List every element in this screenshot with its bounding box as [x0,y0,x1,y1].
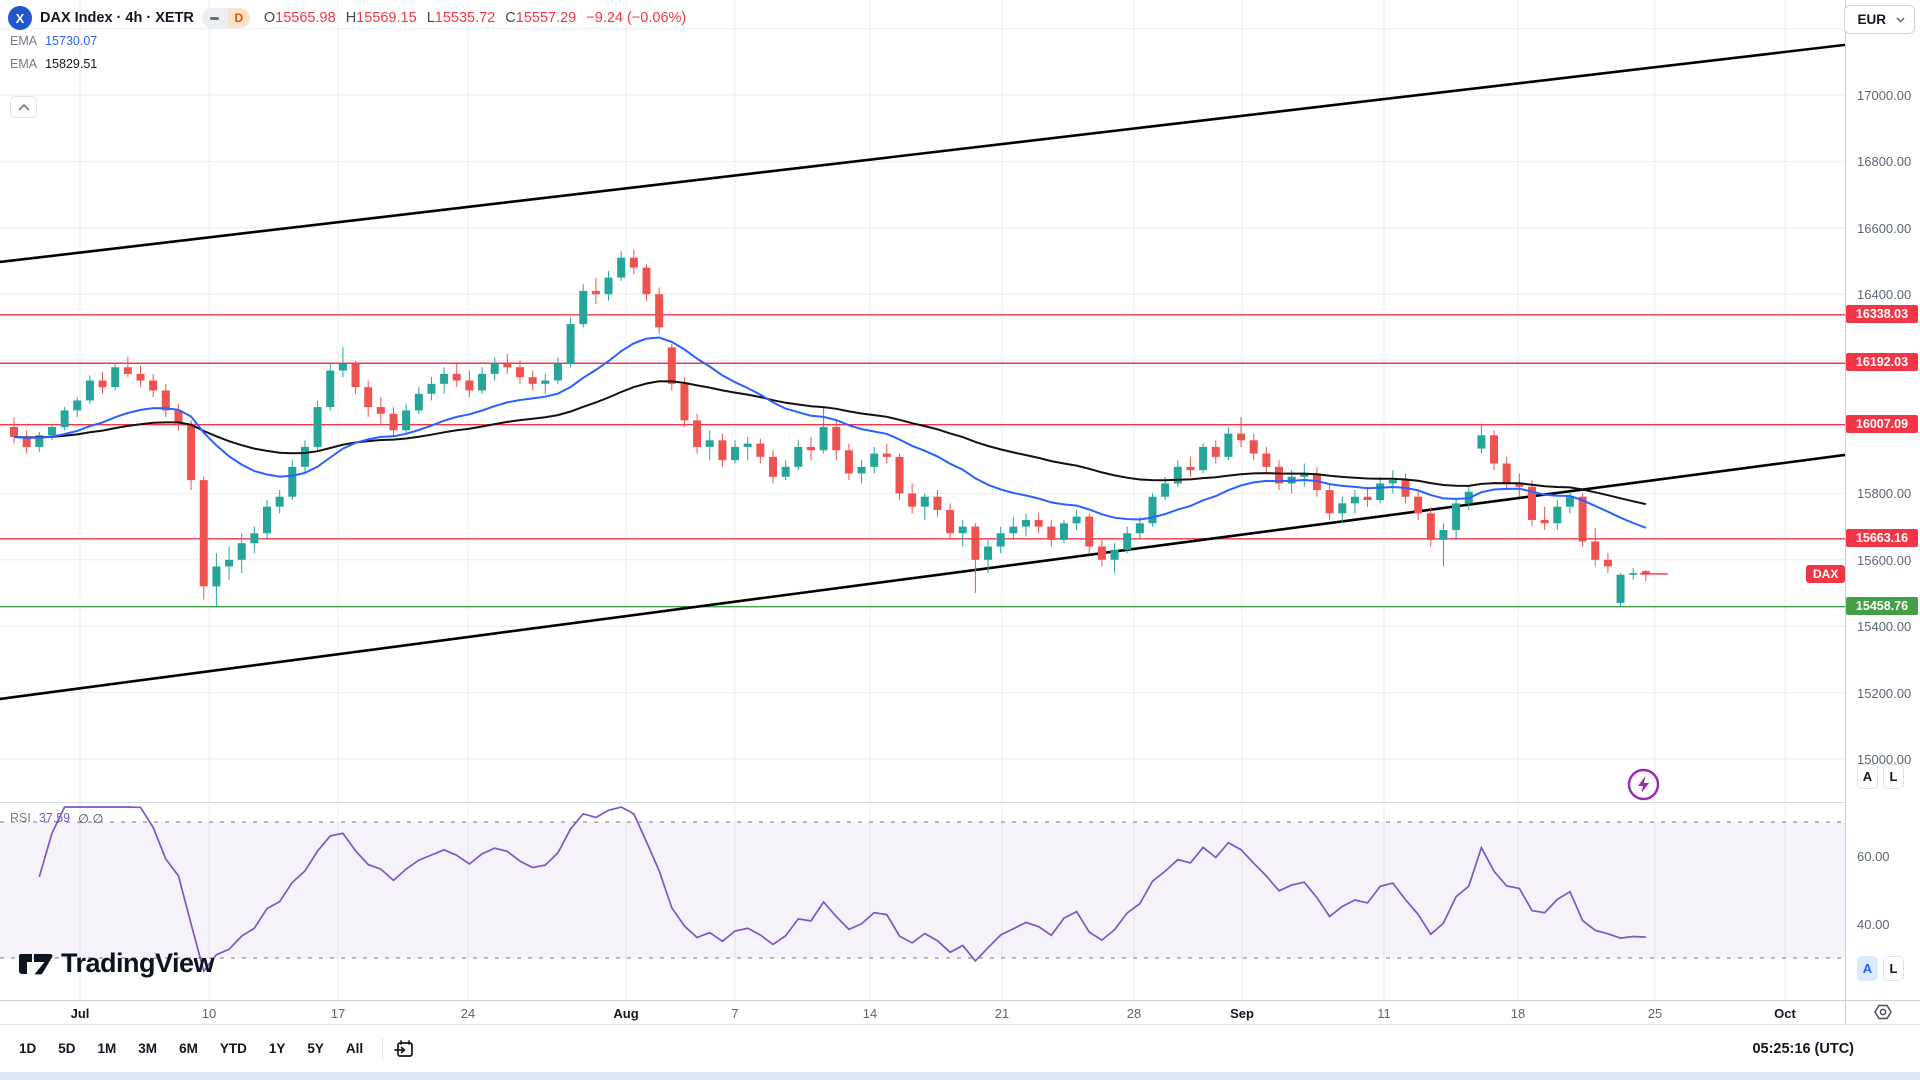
time-tick-label: 24 [460,1006,476,1021]
ema-slow-legend: EMA 15829.51 [10,57,97,71]
range-button-3m[interactable]: 3M [129,1036,166,1061]
price-tick-label: 15200.00 [1857,685,1912,701]
calendar-icon [394,1039,413,1057]
scale-settings-corner[interactable] [1845,1000,1920,1024]
rsi-log-scale-button[interactable]: L [1883,956,1904,981]
symbol-legend: X DAX Index · 4h · XETR D O15565.98 H155… [8,6,686,30]
tradingview-logo-text: TradingView [61,948,215,978]
price-scale[interactable]: 17000.00 16800.00 16600.00 16400.00 15800.00… [1845,0,1920,1000]
range-button-5y[interactable]: 5Y [298,1036,333,1061]
level-price-badge[interactable]: 16192.03 [1846,353,1918,372]
pane-divider[interactable] [0,802,1845,803]
price-tick-label: 15800.00 [1857,486,1912,502]
log-scale-button[interactable]: L [1883,764,1904,789]
range-button-1m[interactable]: 1M [89,1036,126,1061]
time-scale[interactable]: Jul 10 17 24 Aug 7 14 21 28 Sep 11 18 25 Oct [0,1000,1920,1024]
ema-slow-label: EMA [10,57,38,71]
time-tick-label: 28 [1126,1006,1142,1021]
chevron-up-icon [17,103,30,111]
rsi-legend: RSI 37.59 ∅ ∅ [10,811,103,826]
minus-icon[interactable] [201,8,228,28]
range-button-ytd[interactable]: YTD [211,1036,256,1061]
rsi-tick-label: 60.00 [1857,849,1890,864]
date-range-buttons: 1D 5D 1M 3M 6M YTD 1Y 5Y All [0,1036,372,1061]
interval-d-label[interactable]: D [227,8,250,28]
rsi-tick-label: 40.00 [1857,917,1890,932]
range-button-6m[interactable]: 6M [170,1036,207,1061]
ema-fast-value: 15730.07 [45,34,98,48]
ema-fast-label: EMA [10,34,38,48]
open-value: 15565.98 [275,10,336,26]
lightning-icon [1627,768,1660,801]
time-tick-label: Aug [613,1006,639,1021]
ema-fast-legend: EMA 15730.07 [10,34,97,48]
tradingview-mark-icon [19,953,53,974]
time-tick-label: Oct [1774,1006,1796,1021]
level-price-badge[interactable]: 15458.76 [1846,596,1918,615]
price-tick-label: 15000.00 [1857,752,1912,767]
price-scale-buttons: A L [1857,764,1904,789]
price-tick-label: 16600.00 [1857,220,1912,236]
close-label: C [505,10,516,26]
chevron-down-icon [1896,16,1905,23]
symbol-title[interactable]: DAX Index · 4h · XETR [40,10,194,26]
level-price-badge[interactable]: 15663.16 [1846,528,1918,547]
rsi-auto-scale-button[interactable]: A [1857,956,1878,981]
time-tick-label: 10 [201,1006,217,1021]
time-tick-label: 21 [994,1006,1010,1021]
interval-pill[interactable]: D [201,8,250,28]
high-value: 15569.15 [356,10,417,26]
time-tick-label: 17 [330,1006,346,1021]
range-button-1d[interactable]: 1D [10,1036,45,1061]
rsi-scale-buttons: A L [1857,956,1904,981]
rsi-label: RSI [10,811,31,825]
time-tick-label: Sep [1230,1006,1254,1021]
rsi-indicator-pane[interactable] [0,803,1845,1000]
time-tick-label: 11 [1377,1006,1391,1021]
change-value: −9.24 (−0.06%) [586,10,687,26]
price-chart-pane[interactable] [0,0,1845,802]
price-tick-label: 17000.00 [1857,88,1912,103]
time-tick-label: 18 [1510,1006,1526,1021]
bottom-strip [0,1072,1920,1080]
currency-selector[interactable]: EUR [1844,5,1915,34]
symbol-price-badge: DAX [1806,565,1846,583]
ema-slow-value: 15829.51 [45,57,98,71]
time-tick-label: 14 [862,1006,878,1021]
toolbar-divider [382,1037,384,1060]
time-tick-label: 25 [1647,1006,1663,1021]
utc-clock[interactable]: 05:25:16 (UTC) [1752,1040,1854,1057]
level-price-badge[interactable]: 16338.03 [1846,304,1918,323]
low-value: 15535.72 [434,10,496,26]
price-tick-label: 15600.00 [1857,552,1912,568]
instrument-eye-icon [1874,1004,1892,1020]
rsi-value: 37.59 [38,811,71,825]
level-price-badge[interactable]: 16007.09 [1846,414,1918,433]
time-tick-label: 7 [731,1006,739,1021]
open-label: O [263,10,276,26]
price-tick-label: 16800.00 [1857,154,1912,170]
tradingview-logo[interactable]: TradingView [18,948,215,979]
low-label: L [426,10,435,26]
auto-scale-button[interactable]: A [1857,764,1878,789]
rsi-ma-inputs: ∅ ∅ [78,812,104,826]
bottom-toolbar: 1D 5D 1M 3M 6M YTD 1Y 5Y All 05:25:16 (UTC) [0,1024,1920,1072]
currency-label: EUR [1857,12,1886,27]
flash-order-button[interactable] [1627,768,1660,801]
price-tick-label: 16400.00 [1857,287,1912,303]
close-value: 15557.29 [515,10,577,26]
collapse-legend-button[interactable] [10,96,37,118]
range-button-5d[interactable]: 5D [49,1036,84,1061]
go-to-date-button[interactable] [393,1037,417,1061]
range-button-all[interactable]: All [337,1036,372,1061]
time-tick-label: Jul [70,1006,90,1021]
price-tick-label: 15400.00 [1857,619,1912,635]
symbol-logo-icon: X [8,6,32,30]
range-button-1y[interactable]: 1Y [260,1036,295,1061]
high-label: H [345,10,357,26]
